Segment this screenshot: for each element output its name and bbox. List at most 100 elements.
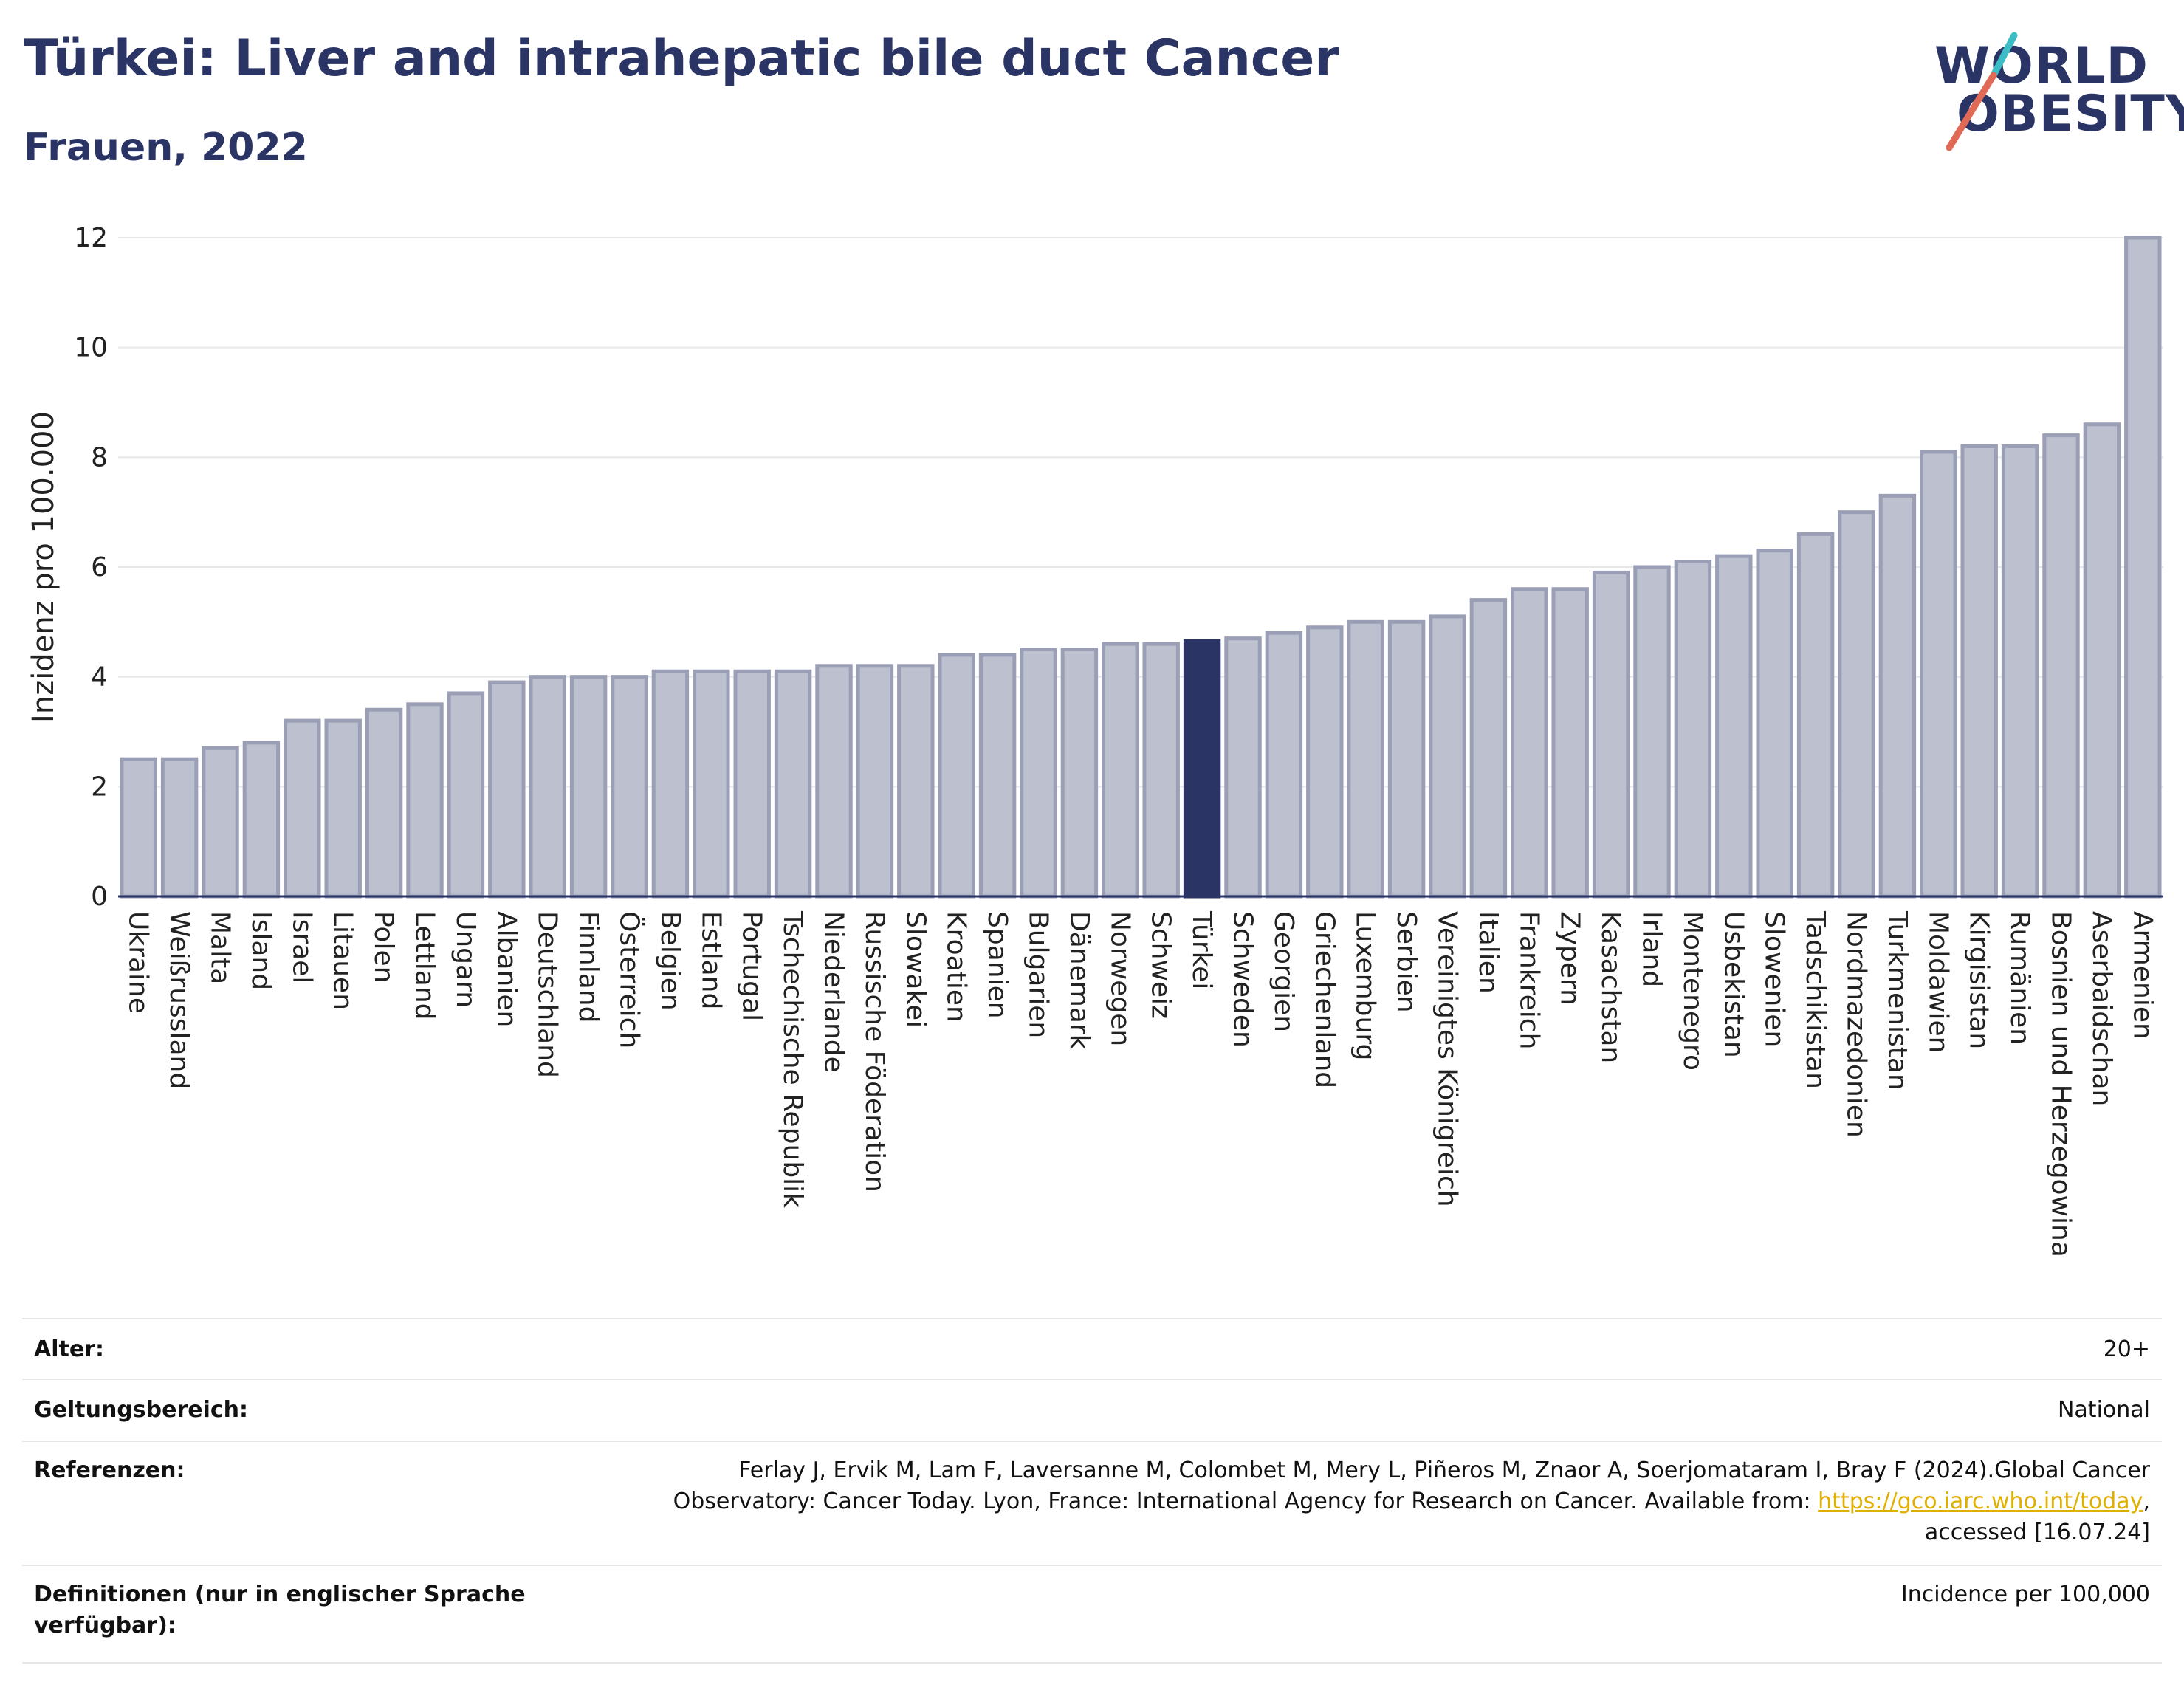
bar — [242, 741, 281, 899]
bar — [160, 757, 199, 899]
bar — [569, 675, 608, 899]
x-tick-label: Estland — [696, 911, 726, 1009]
x-tick-label: Finnland — [573, 911, 603, 1023]
x-tick-label: Aserbaidschan — [2087, 911, 2117, 1106]
bar — [1838, 510, 1875, 899]
bar — [406, 702, 444, 899]
references-label: Referenzen: — [34, 1458, 185, 1483]
bar — [1224, 636, 1262, 899]
definitions-value: Incidence per 100,000 — [1900, 1582, 2150, 1607]
x-tick-label: Dänemark — [1064, 911, 1094, 1050]
bar — [611, 675, 648, 899]
meta-row-references: Referenzen: Ferlay J, Ervik M, Lam F, La… — [22, 1441, 2162, 1566]
y-tick-label: 4 — [91, 662, 108, 693]
references-link[interactable]: https://gco.iarc.who.int/today — [1818, 1489, 2143, 1514]
y-tick-label: 12 — [74, 223, 108, 253]
age-value: 20+ — [2103, 1336, 2150, 1362]
x-tick-label: Usbekistan — [1718, 911, 1748, 1058]
bar — [120, 757, 157, 899]
x-tick-label: Slowakei — [900, 911, 930, 1028]
bar — [733, 669, 771, 899]
x-tick-label: Island — [246, 911, 276, 990]
y-tick-label: 2 — [91, 772, 108, 802]
x-tick-label: Armenien — [2127, 911, 2157, 1040]
x-tick-label: Schweiz — [1146, 911, 1176, 1019]
x-tick-label: Türkei — [1187, 910, 1217, 989]
x-tick-label: Österreich — [614, 911, 645, 1048]
y-tick-label: 8 — [91, 442, 108, 473]
bar — [1920, 450, 1957, 899]
bar — [1511, 587, 1548, 899]
bar — [1633, 565, 1671, 899]
bar — [1142, 642, 1180, 899]
bar — [1592, 570, 1630, 899]
bar — [284, 718, 321, 899]
x-tick-label: Albanien — [491, 911, 521, 1027]
x-tick-label: Irland — [1637, 911, 1667, 987]
bar — [202, 746, 239, 899]
x-tick-label: Polen — [368, 911, 399, 983]
bar — [2001, 444, 2039, 899]
scope-value: National — [2057, 1397, 2150, 1423]
bar — [856, 664, 894, 899]
x-tick-label: Moldawien — [1923, 911, 1953, 1053]
bar — [1756, 549, 1793, 899]
x-tick-label: Italien — [1473, 911, 1503, 994]
references-line-3: accessed [16.07.24] — [1924, 1520, 2150, 1545]
bar — [1469, 598, 1508, 899]
chart-title: Türkei: Liver and intrahepatic bile duct… — [24, 30, 1339, 88]
x-tick-label: Kirgisistan — [1964, 911, 1994, 1049]
references-line-1: Ferlay J, Ervik M, Lam F, Laversanne M, … — [738, 1458, 2150, 1483]
references-value: Ferlay J, Ervik M, Lam F, Laversanne M, … — [673, 1455, 2150, 1548]
y-tick-label: 0 — [91, 882, 108, 912]
logo-slash-icon — [1946, 32, 2018, 151]
world-obesity-logo: WORLD OBESITY — [1920, 30, 2184, 162]
bar — [1306, 625, 1344, 899]
bar — [365, 707, 403, 899]
x-tick-label: Turkmenistan — [1882, 910, 1912, 1091]
meta-row-scope: Geltungsbereich: National — [22, 1379, 2162, 1442]
x-tick-label: Montenegro — [1678, 911, 1708, 1071]
bar — [2042, 433, 2080, 899]
x-tick-label: Vereinigtes Königreich — [1432, 911, 1463, 1207]
bar — [1796, 532, 1835, 899]
x-tick-label: Niederlande — [819, 911, 849, 1073]
bar — [2124, 236, 2162, 899]
x-tick-label: Luxemburg — [1350, 911, 1381, 1060]
x-tick-label: Griechenland — [1309, 911, 1339, 1088]
x-tick-label: Tschechische Republik — [777, 910, 808, 1208]
bar — [897, 664, 935, 899]
x-tick-label: Ukraine — [123, 911, 154, 1014]
references-line-2: Observatory: Cancer Today. Lyon, France:… — [673, 1486, 2150, 1517]
x-tick-label: Kroatien — [941, 911, 972, 1023]
x-tick-label: Georgien — [1268, 911, 1299, 1032]
logo-word-1: WORLD — [1934, 37, 2149, 95]
bar — [978, 653, 1017, 899]
y-tick-label: 6 — [91, 552, 108, 583]
definitions-label: Definitionen (nur in englischer Sprache … — [34, 1579, 526, 1641]
bar — [1551, 587, 1589, 899]
x-tick-label: Kasachstan — [1596, 911, 1626, 1063]
bar — [938, 653, 975, 899]
x-tick-label: Belgien — [655, 911, 685, 1011]
bar — [651, 669, 690, 899]
bar — [774, 669, 812, 899]
x-tick-label: Serbien — [1391, 911, 1421, 1013]
bar — [1102, 642, 1139, 899]
x-tick-label: Israel — [286, 911, 317, 983]
age-label: Alter: — [34, 1336, 104, 1362]
x-tick-label: Ungarn — [450, 911, 481, 1008]
logo-word-2: OBESITY — [1957, 85, 2184, 143]
y-tick-label: 10 — [74, 333, 108, 363]
bar — [324, 718, 362, 899]
bar — [2083, 422, 2121, 899]
meta-row-age: Alter: 20+ — [22, 1318, 2162, 1380]
x-tick-label: Slowenien — [1759, 911, 1790, 1047]
bar — [1715, 554, 1753, 899]
bar — [815, 664, 853, 899]
y-axis-label: Inzidenz pro 100.000 — [27, 411, 61, 723]
x-tick-label: Norwegen — [1105, 911, 1135, 1046]
x-tick-label: Tadschikistan — [1800, 910, 1830, 1089]
scope-label: Geltungsbereich: — [34, 1397, 249, 1423]
definitions-label-line-2: verfügbar): — [34, 1613, 176, 1638]
